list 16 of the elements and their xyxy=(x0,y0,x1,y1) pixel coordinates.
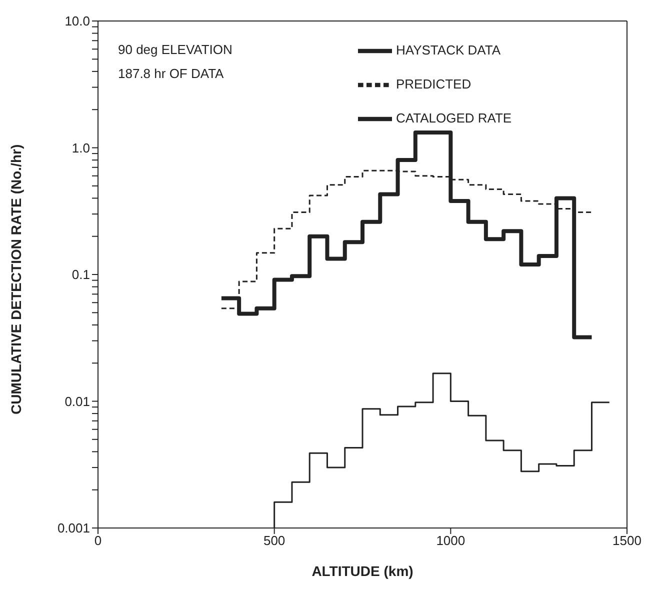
x-tick-label: 1000 xyxy=(436,533,466,548)
legend-label: HAYSTACK DATA xyxy=(396,42,500,58)
y-tick-label: 0.001 xyxy=(57,520,90,536)
x-axis-title: ALTITUDE (km) xyxy=(312,563,414,579)
x-tick-label: 1500 xyxy=(612,533,642,548)
y-tick-label: 0.1 xyxy=(72,267,90,282)
y-tick-label: 0.01 xyxy=(64,394,90,409)
x-tick-label: 500 xyxy=(263,533,286,548)
annotation: 187.8 hr OF DATA xyxy=(118,65,225,83)
y-tick-label: 1.0 xyxy=(72,140,90,156)
x-tick-label: 0 xyxy=(94,533,102,548)
y-tick-label: 10.0 xyxy=(64,14,90,29)
legend-label: PREDICTED xyxy=(396,76,472,92)
legend-label: CATALOGED RATE xyxy=(396,110,512,126)
y-axis-title: CUMULATIVE DETECTION RATE (No./hr) xyxy=(8,144,24,414)
annotation: 90 deg ELEVATION xyxy=(118,41,232,59)
